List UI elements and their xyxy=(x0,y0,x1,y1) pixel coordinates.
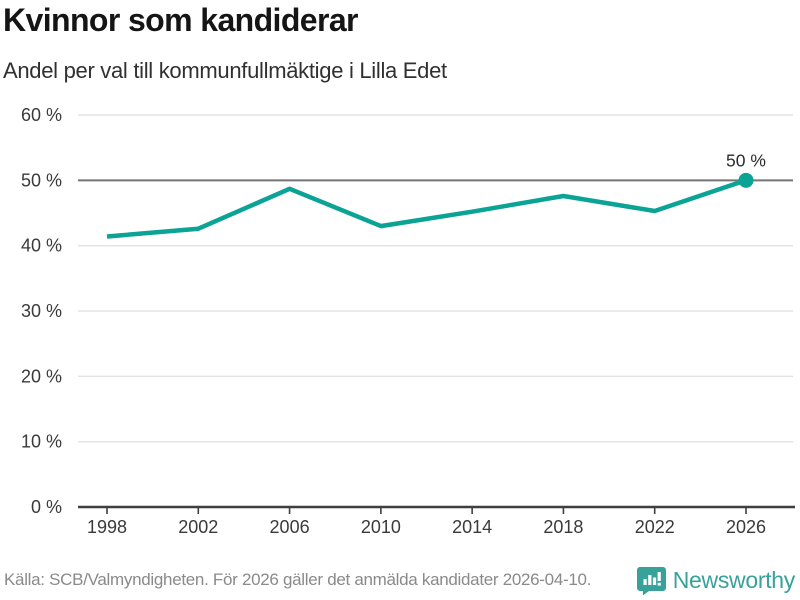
y-axis-tick-label: 20 % xyxy=(21,366,62,386)
y-axis-tick-label: 10 % xyxy=(21,432,62,452)
data-point-marker xyxy=(738,172,754,188)
data-line xyxy=(106,178,747,239)
x-axis-tick-label: 2026 xyxy=(726,517,766,537)
x-axis-tick-label: 2006 xyxy=(270,517,310,537)
brand-logo: Newsworthy xyxy=(636,566,796,595)
x-axis-tick-label: 1998 xyxy=(87,517,127,537)
x-axis-tick-label: 2022 xyxy=(635,517,675,537)
x-axis-tick-label: 2010 xyxy=(361,517,401,537)
source-note: Källa: SCB/Valmyndigheten. För 2026 gäll… xyxy=(4,570,592,589)
y-axis-tick-label: 50 % xyxy=(21,170,62,190)
page-subtitle: Andel per val till kommunfullmäktige i L… xyxy=(3,58,447,83)
y-axis-tick-label: 40 % xyxy=(21,236,62,256)
y-axis-tick-label: 60 % xyxy=(21,105,62,125)
newsworthy-logo-icon xyxy=(636,566,666,595)
x-axis-tick-label: 2002 xyxy=(178,517,218,537)
page-title: Kvinnor som kandiderar xyxy=(3,2,359,38)
y-axis-tick-label: 0 % xyxy=(31,497,62,517)
brand-name: Newsworthy xyxy=(672,566,796,593)
x-axis-tick-label: 2018 xyxy=(543,517,583,537)
y-axis-tick-label: 30 % xyxy=(21,301,62,321)
x-axis-tick-label: 2014 xyxy=(452,517,492,537)
data-point-label: 50 % xyxy=(726,150,766,170)
footer: Källa: SCB/Valmyndigheten. För 2026 gäll… xyxy=(4,565,795,595)
